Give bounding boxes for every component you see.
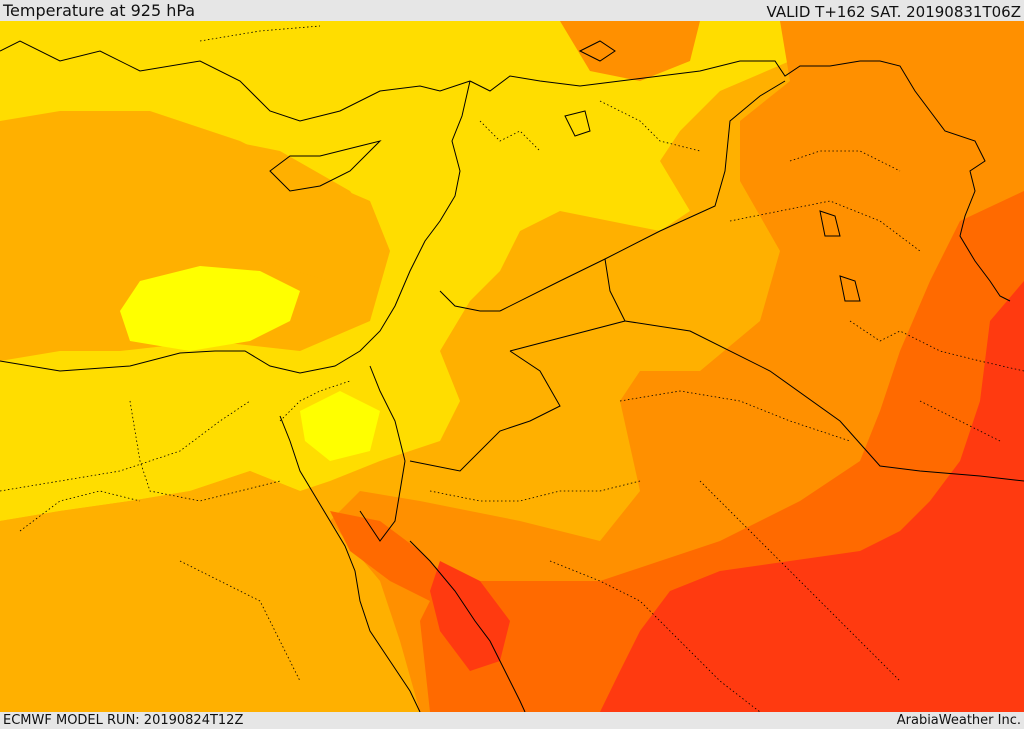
warm-zone-north <box>560 21 700 81</box>
coastlines <box>0 40 1011 712</box>
hottest-zone-west <box>430 561 510 671</box>
temperature-map <box>0 21 1024 712</box>
map-header: Temperature at 925 hPa VALID T+162 SAT. … <box>0 0 1024 21</box>
mild-zone-egypt <box>0 471 330 712</box>
brand-credit: ArabiaWeather Inc. <box>896 713 1021 728</box>
coolest-zone-sea <box>120 266 300 351</box>
map-footer: ECMWF MODEL RUN: 20190824T12Z ArabiaWeat… <box>0 712 1024 729</box>
model-run: ECMWF MODEL RUN: 20190824T12Z <box>3 713 244 728</box>
cool-zone-levant <box>0 21 790 521</box>
borders <box>369 80 1024 482</box>
mild-zone-sea <box>0 131 380 281</box>
hottest-zone <box>600 281 1024 712</box>
valid-time: VALID T+162 SAT. 20190831T06Z <box>766 3 1021 21</box>
map-canvas <box>0 21 1024 712</box>
coolest-zone-sinai <box>300 391 380 461</box>
hot-zone-red-sea <box>330 511 450 601</box>
admin-borders <box>0 25 1024 712</box>
map-title: Temperature at 925 hPa <box>3 1 196 20</box>
